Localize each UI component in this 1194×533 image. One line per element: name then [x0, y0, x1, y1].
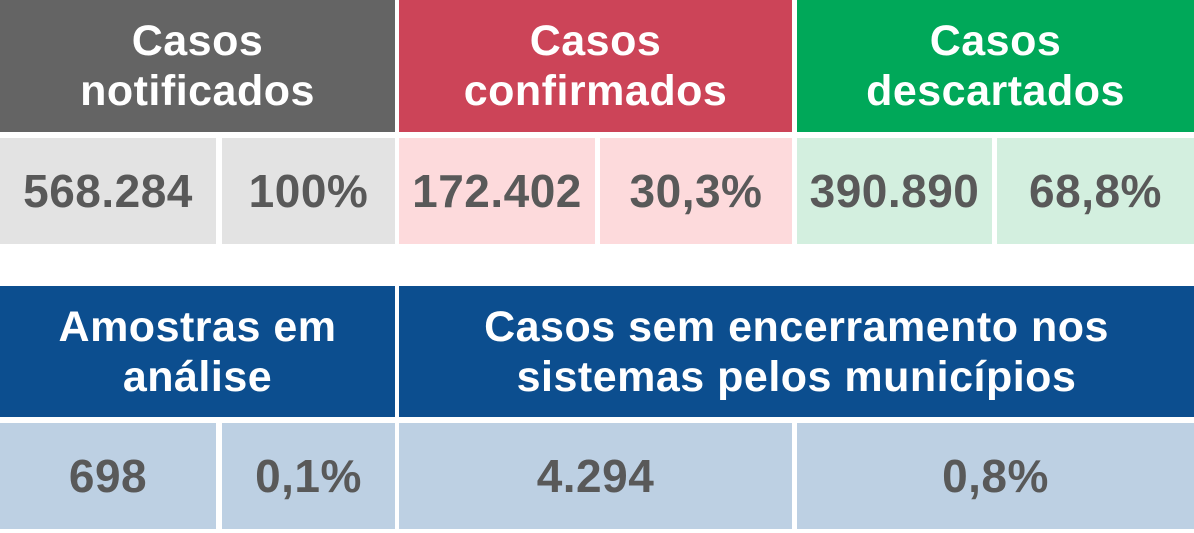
- amostras-title-line1: Amostras em: [58, 302, 337, 351]
- descartados-header: Casos descartados: [797, 0, 1194, 132]
- descartados-count: 390.890: [797, 138, 992, 244]
- confirmados-title-line1: Casos: [529, 17, 662, 65]
- confirmados-header: Casos confirmados: [399, 0, 792, 132]
- notificados-title-line2: notificados: [80, 67, 315, 115]
- notificados-count: 568.284: [0, 138, 216, 244]
- sem-encerramento-percent-text: 0,8%: [942, 450, 1049, 502]
- notificados-percent-text: 100%: [248, 165, 369, 217]
- sem-encerramento-count: 4.294: [399, 423, 792, 529]
- amostras-title-line2: análise: [122, 352, 273, 401]
- confirmados-title-line2: confirmados: [463, 67, 728, 115]
- confirmados-percent-text: 30,3%: [629, 165, 763, 217]
- amostras-percent: 0,1%: [222, 423, 395, 529]
- confirmados-count: 172.402: [399, 138, 595, 244]
- notificados-count-text: 568.284: [23, 165, 193, 217]
- sem-encerramento-title-line2: sistemas pelos municípios: [516, 352, 1077, 401]
- sem-encerramento-header: Casos sem encerramento nos sistemas pelo…: [399, 286, 1194, 417]
- amostras-count: 698: [0, 423, 216, 529]
- sem-encerramento-count-text: 4.294: [536, 450, 655, 502]
- notificados-title-line1: Casos: [131, 17, 264, 65]
- amostras-count-text: 698: [68, 450, 148, 502]
- sem-encerramento-percent: 0,8%: [797, 423, 1194, 529]
- descartados-percent: 68,8%: [997, 138, 1194, 244]
- confirmados-count-text: 172.402: [412, 165, 582, 217]
- confirmados-percent: 30,3%: [600, 138, 792, 244]
- notificados-percent: 100%: [222, 138, 395, 244]
- descartados-percent-text: 68,8%: [1029, 165, 1162, 217]
- amostras-header: Amostras em análise: [0, 286, 395, 417]
- amostras-percent-text: 0,1%: [255, 450, 362, 502]
- descartados-count-text: 390.890: [809, 165, 980, 217]
- descartados-title-line1: Casos: [929, 17, 1062, 65]
- sem-encerramento-title-line1: Casos sem encerramento nos: [484, 302, 1109, 351]
- notificados-header: Casos notificados: [0, 0, 395, 132]
- descartados-title-line2: descartados: [866, 67, 1125, 115]
